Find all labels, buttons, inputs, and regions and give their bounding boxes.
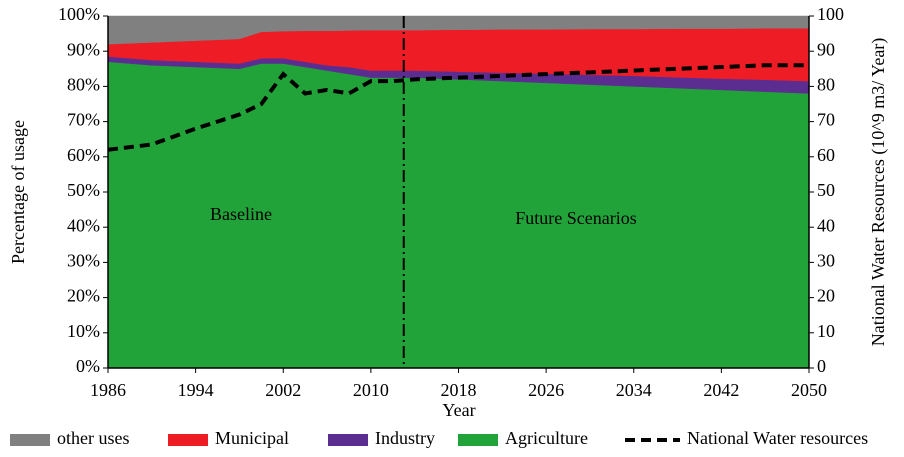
- x-tick-label: 1986: [90, 380, 126, 400]
- y-axis-title: Percentage of usage: [8, 120, 28, 264]
- y2-tick-label: 80: [817, 75, 835, 95]
- y-tick-label: 100%: [58, 4, 100, 24]
- y-tick-label: 90%: [67, 39, 100, 59]
- y-tick-label: 60%: [67, 145, 100, 165]
- annotation: Future Scenarios: [515, 208, 636, 228]
- y2-tick-label: 60: [817, 145, 835, 165]
- y2-tick-label: 10: [817, 321, 835, 341]
- y-tick-label: 70%: [67, 110, 100, 130]
- y2-tick-label: 70: [817, 110, 835, 130]
- y-tick-label: 0%: [76, 356, 100, 376]
- y2-tick-label: 20: [817, 286, 835, 306]
- legend-swatch: [168, 434, 208, 446]
- legend-label: Industry: [375, 428, 435, 448]
- y-tick-label: 30%: [67, 251, 100, 271]
- x-tick-label: 2034: [616, 380, 652, 400]
- y-tick-label: 10%: [67, 321, 100, 341]
- y2-tick-label: 30: [817, 251, 835, 271]
- y-tick-label: 80%: [67, 75, 100, 95]
- y2-tick-label: 0: [817, 356, 826, 376]
- legend-swatch: [10, 434, 50, 446]
- legend-swatch: [458, 434, 498, 446]
- y-tick-label: 40%: [67, 215, 100, 235]
- legend-label: other uses: [57, 428, 129, 448]
- legend-label: Municipal: [215, 428, 289, 448]
- legend-label: Agriculture: [505, 428, 588, 448]
- x-tick-label: 2042: [703, 380, 739, 400]
- x-tick-label: 2026: [528, 380, 564, 400]
- annotation: Baseline: [210, 204, 272, 224]
- y2-tick-label: 100: [817, 4, 844, 24]
- y2-tick-label: 40: [817, 215, 835, 235]
- y-tick-label: 50%: [67, 180, 100, 200]
- y2-axis-title: National Water Resources (10^9 m3/ Year): [868, 38, 889, 347]
- x-tick-label: 2002: [265, 380, 301, 400]
- x-tick-label: 2018: [441, 380, 477, 400]
- y-tick-label: 20%: [67, 286, 100, 306]
- x-tick-label: 2050: [791, 380, 827, 400]
- x-axis-title: Year: [442, 400, 475, 420]
- y2-tick-label: 50: [817, 180, 835, 200]
- line: [107, 63, 809, 152]
- legend-label: National Water resources: [687, 428, 868, 448]
- x-tick-label: 1994: [178, 380, 214, 400]
- legend-swatch: [328, 434, 368, 446]
- x-tick-label: 2010: [353, 380, 389, 400]
- y2-tick-label: 90: [817, 39, 835, 59]
